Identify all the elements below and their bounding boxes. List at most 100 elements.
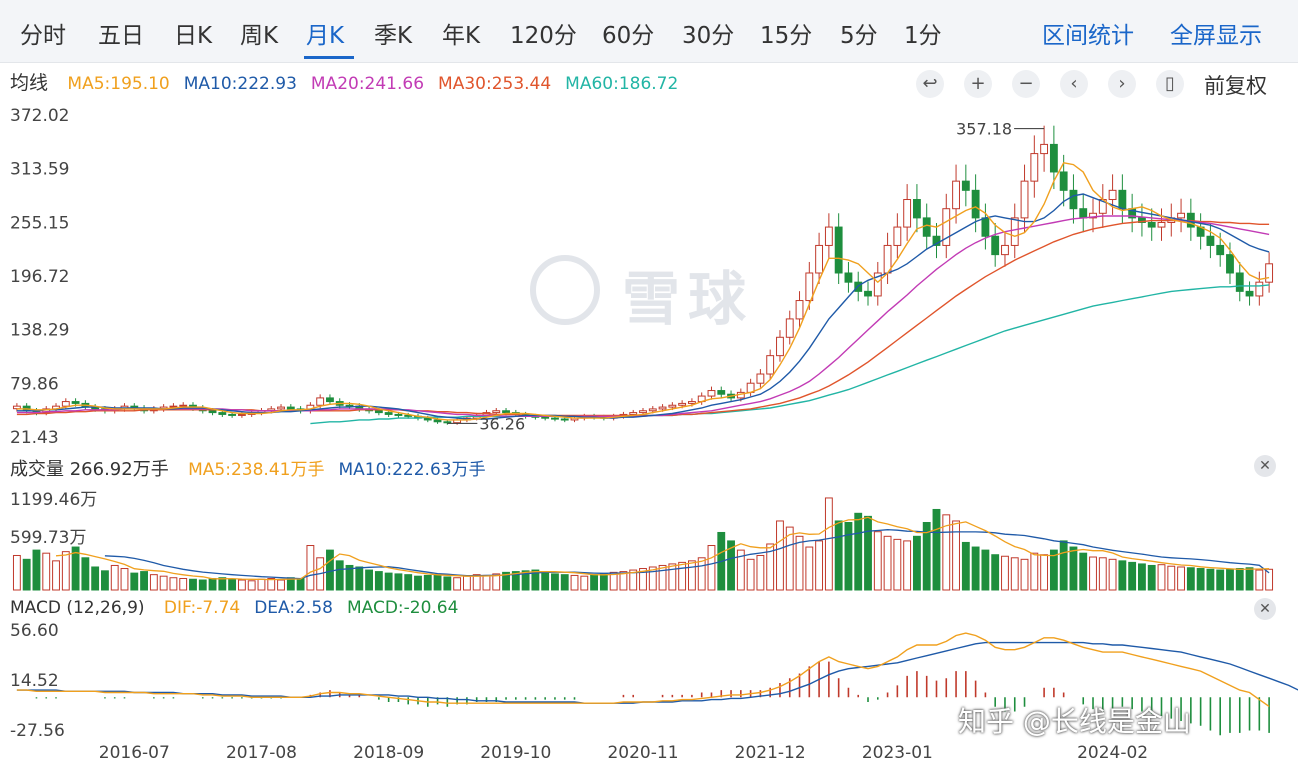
price-tick-label: 21.43: [10, 428, 59, 448]
volume-bar: [981, 549, 990, 591]
volume-close-icon[interactable]: ✕: [1254, 455, 1276, 477]
candle-body: [1265, 263, 1274, 283]
candle-body: [873, 272, 882, 297]
tab-0[interactable]: 分时: [20, 23, 66, 49]
volume-bar: [159, 575, 168, 591]
candle-body: [834, 226, 843, 274]
volume-legend-item-1: MA10:222.63万手: [338, 460, 486, 480]
volume-bar: [619, 571, 628, 591]
next-icon[interactable]: ›: [1108, 70, 1136, 98]
tab-10[interactable]: 15分: [760, 23, 813, 49]
volume-bar: [668, 563, 677, 591]
volume-bar: [374, 571, 383, 591]
zoom-out-icon[interactable]: −: [1012, 70, 1040, 98]
volume-bar: [521, 570, 530, 591]
volume-bar: [1167, 565, 1176, 591]
volume-bar: [952, 520, 960, 591]
volume-bar: [991, 554, 1000, 591]
candle-body: [824, 226, 833, 246]
tab-11[interactable]: 5分: [840, 23, 878, 49]
tab-3[interactable]: 周K: [240, 23, 279, 49]
volume-bar: [228, 578, 237, 591]
zoom-in-icon[interactable]: +: [964, 70, 992, 98]
price-tick-label: 255.15: [10, 213, 69, 233]
tab-8[interactable]: 60分: [602, 23, 655, 49]
macd-tick-label: -27.56: [10, 721, 65, 741]
x-tick-label: 2018-09: [353, 743, 424, 763]
candle-body: [1177, 212, 1185, 219]
volume-bar: [756, 554, 765, 591]
fullscreen-button[interactable]: 全屏显示: [1170, 23, 1262, 49]
back-icon[interactable]: ↩: [916, 70, 944, 98]
candle-body: [1069, 189, 1078, 210]
x-tick-label: 2017-08: [226, 743, 297, 763]
tab-9[interactable]: 30分: [682, 23, 735, 49]
candle-body: [1138, 217, 1146, 223]
candle-body: [893, 226, 902, 246]
tab-6[interactable]: 年K: [442, 23, 481, 49]
volume-bar: [1216, 569, 1225, 591]
candle-body: [639, 410, 647, 414]
volume-bar: [52, 560, 60, 591]
low-annotation-label: 36.26: [479, 414, 525, 433]
volume-bar: [482, 574, 491, 591]
candle-body: [991, 235, 1000, 256]
volume-bar: [609, 571, 618, 591]
candle-body: [756, 373, 765, 384]
prev-icon[interactable]: ‹: [1060, 70, 1088, 98]
x-tick-label: 2016-07: [99, 743, 170, 763]
candle-body: [1206, 235, 1215, 246]
tab-12[interactable]: 1分: [904, 23, 942, 49]
x-tick-label: 2019-10: [480, 743, 551, 763]
x-tick-label: 2023-01: [862, 743, 933, 763]
candle-body: [961, 180, 970, 191]
candle-body: [805, 272, 814, 302]
volume-bar: [140, 571, 148, 591]
candle-body: [502, 410, 510, 414]
candle-body: [1118, 189, 1127, 210]
macd-legend-items: DIF:-7.74 DEA:2.58 MACD:-20.64: [150, 598, 459, 618]
tab-7[interactable]: 120分: [510, 23, 577, 49]
tab-2[interactable]: 日K: [174, 23, 213, 49]
volume-bar: [629, 569, 638, 591]
candle-body: [1216, 244, 1225, 256]
volume-bar: [599, 573, 608, 591]
range-stats-button[interactable]: 区间统计: [1042, 23, 1134, 49]
volume-bar: [971, 546, 980, 591]
volume-bar: [492, 573, 501, 591]
macd-legend-label: MACD (12,26,9): [10, 598, 145, 618]
volume-bar: [1226, 568, 1234, 591]
price-adjust-toggle[interactable]: 前复权: [1204, 74, 1267, 98]
volume-bar: [824, 497, 833, 591]
volume-bar: [42, 552, 51, 591]
volume-bar: [267, 577, 276, 591]
candle-icon[interactable]: ▯: [1156, 70, 1184, 98]
candle-body: [658, 406, 667, 410]
volume-bar: [208, 577, 217, 591]
macd-close-icon[interactable]: ✕: [1254, 598, 1276, 620]
volume-bar: [834, 520, 843, 591]
volume-bar: [678, 561, 687, 591]
tab-5[interactable]: 季K: [374, 23, 413, 49]
volume-bar: [1069, 546, 1078, 591]
volume-bar: [355, 566, 364, 591]
volume-bar: [570, 574, 579, 591]
ma30-line: [16, 219, 1270, 417]
candle-body: [844, 272, 853, 283]
watermark-text: 雪球: [622, 265, 755, 333]
volume-bar: [404, 574, 413, 591]
candle-body: [1040, 143, 1049, 155]
candle-body: [404, 414, 413, 417]
candle-body: [815, 244, 824, 274]
volume-bar: [306, 545, 315, 591]
tab-1[interactable]: 五日: [98, 23, 144, 49]
volume-bar: [326, 549, 334, 591]
volume-bar: [1089, 556, 1097, 591]
tab-4[interactable]: 月K: [306, 23, 345, 49]
candle-body: [208, 410, 217, 414]
volume-bar: [169, 577, 178, 591]
volume-bar: [932, 508, 941, 591]
price-tick-label: 138.29: [10, 321, 69, 341]
volume-bar: [423, 574, 432, 591]
volume-bar: [1001, 555, 1009, 591]
